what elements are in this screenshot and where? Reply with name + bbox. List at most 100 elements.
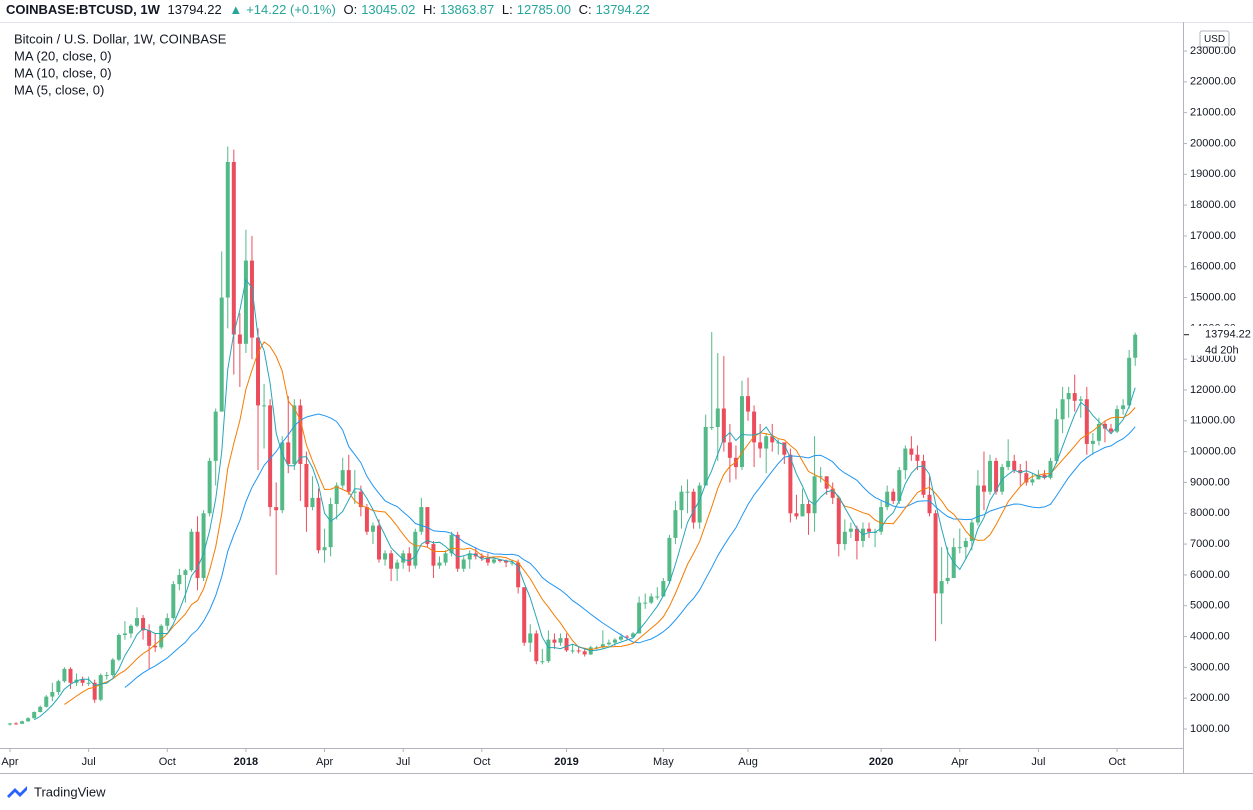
candle-body <box>933 513 938 594</box>
candle-body <box>582 651 587 655</box>
candle-body <box>794 513 799 517</box>
candle-body <box>153 645 158 648</box>
candle-body <box>86 682 91 684</box>
currency-box[interactable] <box>1199 30 1230 48</box>
last-price-bg <box>1184 325 1253 356</box>
candle-body <box>510 562 515 564</box>
y-tick-label: 4000.00 <box>1190 630 1230 642</box>
candle-body <box>268 405 273 508</box>
candle-body <box>286 442 291 464</box>
y-tick-label: 15000.00 <box>1190 291 1236 303</box>
candle-body <box>68 668 73 683</box>
y-tick-label: 13000.00 <box>1190 353 1236 365</box>
y-tick-label: 7000.00 <box>1190 538 1230 550</box>
candle-body <box>540 661 545 663</box>
candle-body <box>56 681 61 693</box>
x-tick-label: Apr <box>1 756 18 768</box>
ohlc-c-label: C: <box>578 2 592 17</box>
candle-body <box>927 494 932 514</box>
candle-body <box>122 633 127 635</box>
x-tick-label: Jul <box>396 756 410 768</box>
brand: TradingView <box>34 784 106 799</box>
y-tick-label: 20000.00 <box>1190 137 1236 149</box>
candle-body <box>528 633 533 643</box>
candle-body <box>14 723 19 725</box>
candle-body <box>1133 334 1138 358</box>
candle-body <box>915 454 920 461</box>
candle-body <box>213 411 218 461</box>
candle-body <box>957 547 962 549</box>
candle-body <box>612 639 617 643</box>
x-tick-label: Jul <box>82 756 96 768</box>
candle-body <box>280 442 285 511</box>
y-tick-label: 11000.00 <box>1190 415 1235 427</box>
candle-body <box>836 497 841 545</box>
candle-body <box>939 581 944 594</box>
candle-body <box>165 618 170 626</box>
candle-body <box>1096 423 1101 441</box>
candle-body <box>383 553 388 560</box>
candle-body <box>661 581 666 597</box>
candle-body <box>606 642 611 645</box>
y-tick-label: 1000.00 <box>1190 723 1230 735</box>
y-tick-label: 18000.00 <box>1190 199 1236 211</box>
candle-body <box>498 559 502 562</box>
x-tick-label: Oct <box>473 756 490 768</box>
candle-body <box>685 491 690 493</box>
candle-body <box>62 668 67 682</box>
candle-body <box>219 297 224 412</box>
candle-body <box>546 639 551 662</box>
candle-body <box>425 507 430 545</box>
candle-body <box>98 675 103 700</box>
candle-body <box>340 470 345 486</box>
candle-body <box>1102 423 1107 429</box>
candle-body <box>171 584 176 619</box>
candle-body <box>516 562 521 588</box>
candle-body <box>788 454 793 514</box>
candle-body <box>1066 393 1071 400</box>
x-tick-label: 2019 <box>554 756 578 768</box>
y-tick-label: 3000.00 <box>1190 661 1230 673</box>
candle-body <box>377 525 382 560</box>
candle-body <box>631 633 636 638</box>
candle-body <box>292 405 297 464</box>
candle-body <box>80 679 85 683</box>
candle-body <box>879 507 884 532</box>
symbol: COINBASE:BTCUSD, 1W <box>6 2 160 17</box>
candle-body <box>38 706 43 713</box>
candle-body <box>201 513 206 578</box>
candle-body <box>467 553 472 560</box>
candle-body <box>334 485 339 505</box>
candle-body <box>667 537 672 582</box>
x-tick-label: 2018 <box>234 756 258 768</box>
candle-body <box>739 396 744 468</box>
last-price: 13794.22 <box>167 2 222 17</box>
candle-body <box>552 639 557 643</box>
ohlc-h: 13863.87 <box>440 2 495 17</box>
ohlc-c: 13794.22 <box>595 2 650 17</box>
candle-body <box>231 161 236 335</box>
candle-body <box>256 337 261 406</box>
candle-body <box>225 161 230 298</box>
candle-body <box>921 460 926 495</box>
candle-body <box>842 531 847 545</box>
x-tick-label: Aug <box>738 756 758 768</box>
plot <box>7 146 1138 726</box>
candle-body <box>625 636 630 638</box>
candle-body <box>1006 460 1011 468</box>
candle-body <box>679 491 684 511</box>
candle-body <box>1030 479 1035 483</box>
candle-body <box>897 470 902 501</box>
candle-body <box>903 448 908 471</box>
candle-body <box>147 630 152 646</box>
countdown: 4d 20h <box>1205 345 1239 357</box>
candle-body <box>945 577 950 582</box>
candle-body <box>709 426 714 428</box>
candle-body <box>969 522 974 542</box>
candle-body <box>655 596 660 598</box>
candle-body <box>395 562 400 569</box>
y-tick-label: 12000.00 <box>1190 384 1236 396</box>
candle-body <box>1109 428 1114 432</box>
